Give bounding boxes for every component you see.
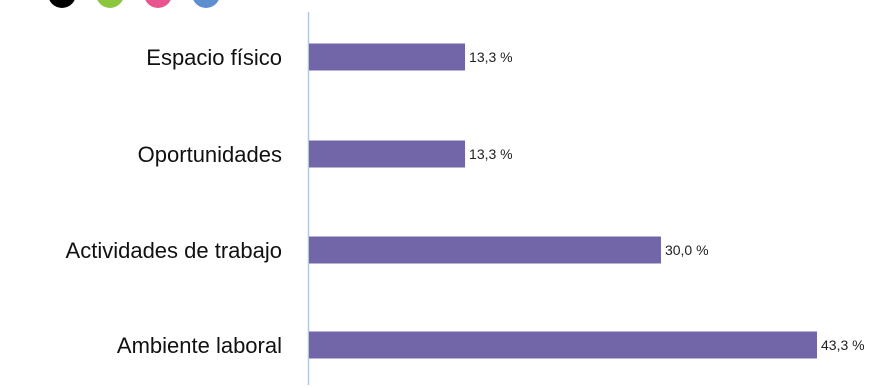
category-label: Actividades de trabajo xyxy=(66,238,282,263)
bar xyxy=(309,43,466,71)
black-dot-icon xyxy=(48,0,76,8)
bar xyxy=(309,331,817,359)
blue-dot-icon xyxy=(192,0,220,8)
category-label: Espacio físico xyxy=(146,45,282,70)
bar xyxy=(309,236,661,264)
value-label: 13,3 % xyxy=(469,146,513,162)
green-dot-icon xyxy=(96,0,124,8)
header-dots xyxy=(0,0,230,8)
value-label: 30,0 % xyxy=(665,242,709,258)
bar xyxy=(309,140,466,168)
value-label: 43,3 % xyxy=(821,337,865,353)
value-label: 13,3 % xyxy=(469,49,513,65)
category-label: Oportunidades xyxy=(138,142,282,167)
pink-dot-icon xyxy=(144,0,172,8)
category-label: Ambiente laboral xyxy=(117,333,282,358)
